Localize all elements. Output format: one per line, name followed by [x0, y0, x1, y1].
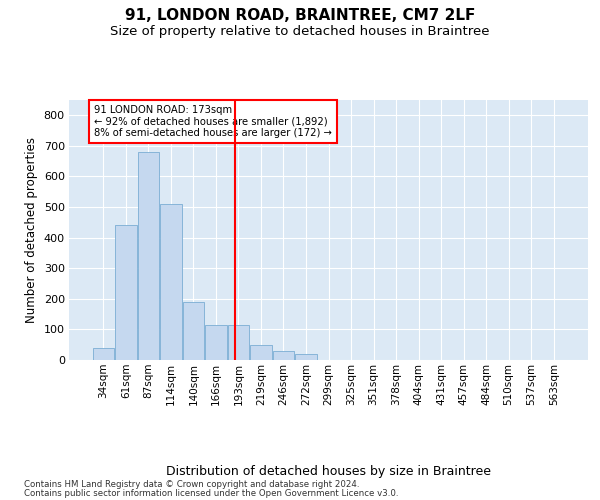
Bar [160, 204, 182, 360]
Text: 91 LONDON ROAD: 173sqm
← 92% of detached houses are smaller (1,892)
8% of semi-d: 91 LONDON ROAD: 173sqm ← 92% of detached… [94, 104, 332, 138]
Bar [228, 325, 249, 360]
Bar [273, 351, 294, 360]
Y-axis label: Number of detached properties: Number of detached properties [25, 137, 38, 323]
Bar [115, 226, 137, 360]
Bar [137, 152, 159, 360]
Bar [182, 302, 204, 360]
Text: Contains public sector information licensed under the Open Government Licence v3: Contains public sector information licen… [24, 488, 398, 498]
Bar [205, 325, 227, 360]
Bar [92, 348, 114, 360]
Bar [250, 344, 272, 360]
Text: Distribution of detached houses by size in Braintree: Distribution of detached houses by size … [166, 464, 491, 477]
Text: Contains HM Land Registry data © Crown copyright and database right 2024.: Contains HM Land Registry data © Crown c… [24, 480, 359, 489]
Text: Size of property relative to detached houses in Braintree: Size of property relative to detached ho… [110, 25, 490, 38]
Bar [295, 354, 317, 360]
Text: 91, LONDON ROAD, BRAINTREE, CM7 2LF: 91, LONDON ROAD, BRAINTREE, CM7 2LF [125, 8, 475, 22]
